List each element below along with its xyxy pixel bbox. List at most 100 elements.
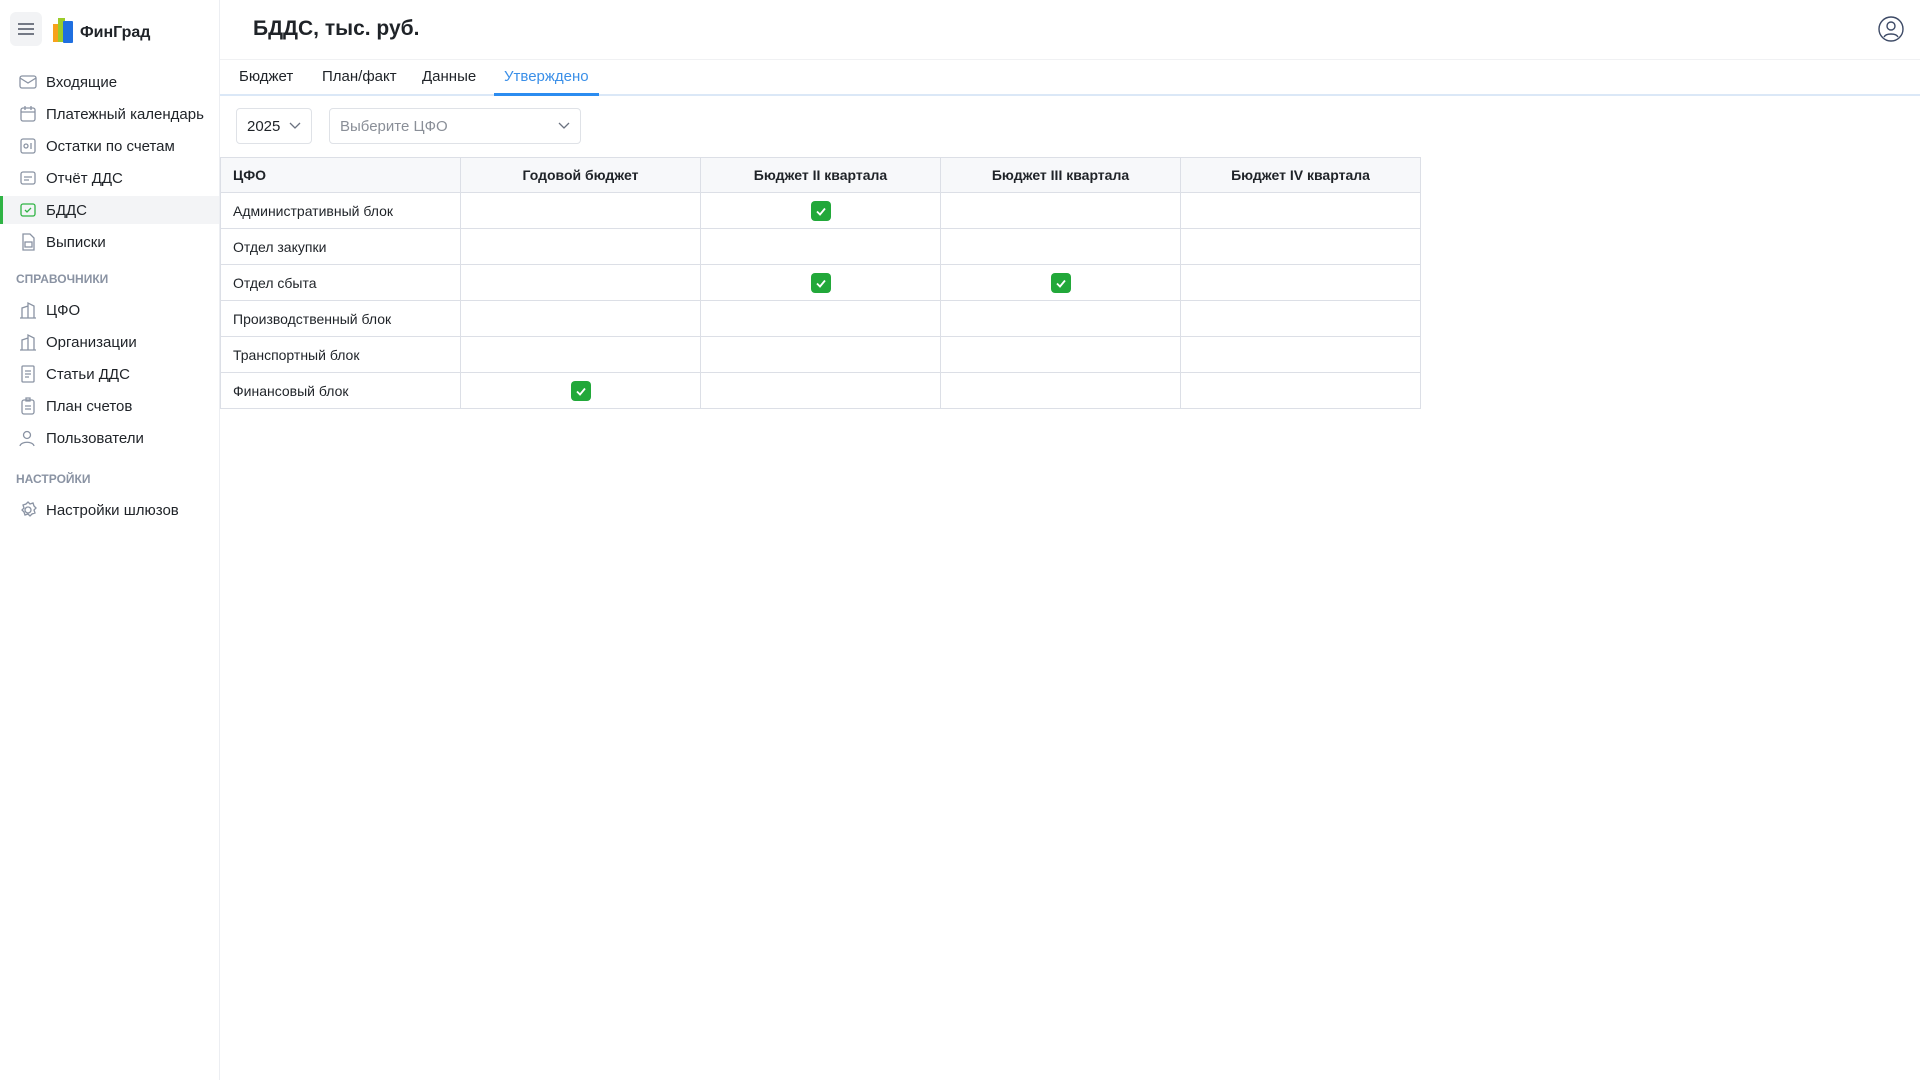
table-row: Административный блок [220,192,1421,229]
table-row: Отдел закупки [220,228,1421,265]
approval-cell [700,264,941,301]
chevron-down-icon [289,122,301,129]
column-header: Бюджет IV квартала [1180,157,1421,193]
sidebar-item-calendar[interactable]: Платежный календарь [0,100,219,128]
approval-cell [1180,372,1421,409]
sidebar-item-wallet[interactable]: Остатки по счетам [0,132,219,160]
sidebar-item-report[interactable]: Отчёт ДДС [0,164,219,192]
sidebar-item-label: Пользователи [46,429,144,447]
year-select[interactable]: 2025 [236,108,312,144]
approval-cell [1180,300,1421,337]
table-header-row: ЦФО Годовой бюджет Бюджет II квартала Бюдже… [220,157,1421,193]
tab-data[interactable]: Данные [422,68,477,85]
check-icon [810,200,831,221]
column-header: Годовой бюджет [460,157,701,193]
approval-cell [940,336,1181,373]
approval-cell [1180,192,1421,229]
cfo-name-cell: Производственный блок [220,300,461,337]
approval-cell [1180,264,1421,301]
clipboard-icon [18,396,38,416]
sidebar-item-label: Платежный календарь [46,105,204,123]
section-settings: НАСТРОЙКИ [16,472,91,486]
approval-cell [940,192,1181,229]
check-icon [810,272,831,293]
approval-cell [460,336,701,373]
check-icon [570,380,591,401]
sidebar-item-label: Отчёт ДДС [46,169,123,187]
sidebar-item-label: Остатки по счетам [46,137,175,155]
sidebar-item-label: План счетов [46,397,133,415]
tabs: Бюджет План/факт Данные Утверждено [220,60,1920,96]
sidebar-item-label: Организации [46,333,137,351]
calendar-icon [18,104,38,124]
gear-icon [18,500,38,520]
user-avatar-button[interactable] [1878,16,1904,47]
sidebar-item-building[interactable]: Организации [0,328,219,356]
sidebar-item-label: Настройки шлюзов [46,501,179,519]
tab-budget[interactable]: Бюджет [239,68,294,85]
building-icon [18,332,38,352]
cfo-name-cell: Финансовый блок [220,372,461,409]
sidebar-item-users[interactable]: Пользователи [0,424,219,452]
users-icon [18,428,38,448]
sidebar-item-label: Выписки [46,233,106,251]
sidebar-item-label: Статьи ДДС [46,365,130,383]
chevron-down-icon [558,122,570,129]
table-row: Отдел сбыта [220,264,1421,301]
tab-approved[interactable]: Утверждено [504,68,589,85]
column-header: Бюджет III квартала [940,157,1181,193]
column-header: ЦФО [220,157,461,193]
approval-cell [940,300,1181,337]
sidebar-item-building[interactable]: ЦФО [0,296,219,324]
sidebar-item-mail[interactable]: Входящие [0,68,219,96]
menu-toggle-button[interactable] [10,12,42,46]
wallet-icon [18,136,38,156]
approval-cell [460,372,701,409]
tab-plan-fact[interactable]: План/факт [322,68,397,85]
table-row: Финансовый блок [220,372,1421,409]
table-row: Производственный блок [220,300,1421,337]
cfo-select[interactable]: Выберите ЦФО [329,108,581,144]
approval-cell [940,264,1181,301]
document-icon [18,364,38,384]
approval-cell [1180,228,1421,265]
sidebar-item-budget[interactable]: БДДС [0,196,219,224]
sidebar-item-clipboard[interactable]: План счетов [0,392,219,420]
logo-icon [53,18,73,43]
page-title: БДДС, тыс. руб. [253,17,420,40]
sidebar-item-label: БДДС [46,201,87,219]
sidebar-item-gear[interactable]: Настройки шлюзов [0,496,219,524]
user-icon [1878,16,1904,42]
column-header: Бюджет II квартала [700,157,941,193]
logo[interactable]: ФинГрад [52,16,150,44]
header: БДДС, тыс. руб. [220,0,1920,60]
sidebar-item-statement[interactable]: Выписки [0,228,219,256]
sidebar-item-document[interactable]: Статьи ДДС [0,360,219,388]
table-row: Транспортный блок [220,336,1421,373]
check-icon [1050,272,1071,293]
cfo-name-cell: Административный блок [220,192,461,229]
approval-cell [460,300,701,337]
logo-text: ФинГрад [80,24,151,41]
cfo-name-cell: Отдел сбыта [220,264,461,301]
sidebar-item-label: ЦФО [46,301,81,319]
approval-cell [940,372,1181,409]
sidebar-item-label: Входящие [46,73,118,91]
hamburger-icon [18,23,34,35]
cfo-name-cell: Отдел закупки [220,228,461,265]
approval-cell [700,336,941,373]
mail-icon [18,72,38,92]
cfo-placeholder: Выберите ЦФО [340,117,448,135]
approval-cell [1180,336,1421,373]
section-references: СПРАВОЧНИКИ [16,272,109,286]
approval-cell [460,192,701,229]
approval-cell [460,264,701,301]
approval-cell [940,228,1181,265]
approval-table: ЦФО Годовой бюджет Бюджет II квартала Бюдже… [220,157,1421,409]
year-value: 2025 [247,117,281,135]
sidebar: ФинГрад Входящие Платежный календарь Остат… [0,0,220,1080]
approval-cell [460,228,701,265]
approval-cell [700,192,941,229]
statement-icon [18,232,38,252]
approval-cell [700,228,941,265]
